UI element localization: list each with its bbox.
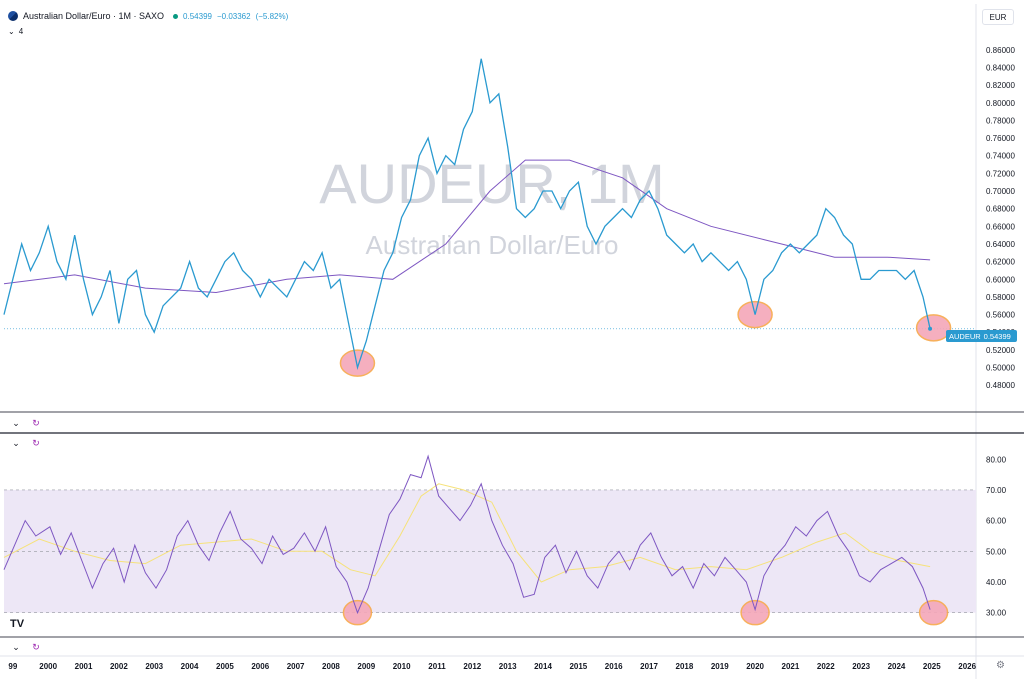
symbol-logo-icon [8,11,18,21]
time-axis-tick: 2023 [852,662,870,671]
time-axis-tick: 2011 [428,662,446,671]
indicators-toggle[interactable]: ⌄ 4 [8,25,23,37]
time-axis-tick: 2016 [605,662,623,671]
symbol-title[interactable]: Australian Dollar/Euro · 1M · SAXO [23,11,165,21]
price-highlight-circle [915,314,952,342]
refresh-icon: ↻ [32,641,40,652]
time-axis-tick: 2005 [216,662,234,671]
time-axis-tick: 2012 [463,662,481,671]
rsi-axis-tick: 40.00 [986,578,1007,587]
time-axis-tick: 2006 [251,662,269,671]
refresh-icon: ↻ [32,417,40,428]
price-axis-tick: 0.72000 [986,169,1015,178]
time-axis-tick: 2019 [711,662,729,671]
price-axis-tick: 0.82000 [986,81,1015,90]
time-axis-tick: 2026 [958,662,976,671]
time-axis-tick: 2021 [782,662,800,671]
watermark-name: Australian Dollar/Euro [366,230,619,260]
settings-gear-icon[interactable]: ⚙ [996,660,1005,671]
rsi-axis-tick: 60.00 [986,517,1007,526]
currency-selector[interactable]: EUR [982,9,1014,25]
rsi-axis-tick: 30.00 [986,609,1007,618]
price-axis-tick: 0.86000 [986,46,1015,55]
time-axis-tick: 2025 [923,662,941,671]
rsi-highlight-circle [740,599,770,626]
rsi-axis-tick: 50.00 [986,547,1007,556]
rsi-ma-line [3,483,931,583]
time-axis-tick: 2020 [746,662,764,671]
rsi-line [3,454,931,615]
time-axis-tick: 2008 [322,662,340,671]
sync-bottom-button[interactable]: ↻ [29,641,43,653]
time-axis-tick: 2015 [569,662,587,671]
price-axis-tick: 0.64000 [986,240,1015,249]
price-axis-tick: 0.62000 [986,258,1015,267]
price-axis-tick: 0.52000 [986,346,1015,355]
price-axis-tick: 0.78000 [986,116,1015,125]
price-axis-tick: 0.48000 [986,381,1015,390]
price-axis-tick: 0.68000 [986,205,1015,214]
watermark-symbol: AUDEUR, 1M [319,152,664,215]
time-axis-tick: 2014 [534,662,552,671]
price-axis-tick: 0.84000 [986,63,1015,72]
last-price-dot [928,326,933,331]
time-axis-tick: 2001 [75,662,93,671]
price-tag: AUDEUR 0.54399 [946,330,1017,342]
price-axis-tick: 0.56000 [986,311,1015,320]
price-axis-tick: 0.58000 [986,293,1015,302]
tradingview-logo-icon: TV [10,618,25,630]
time-axis-tick: 2024 [888,662,906,671]
indicator-count: 4 [18,26,24,36]
time-axis-tick: 2018 [676,662,694,671]
time-axis-tick: 2010 [393,662,411,671]
price-axis-tick: 0.50000 [986,364,1015,373]
market-status-dot-icon [173,13,179,19]
refresh-icon: ↻ [32,437,40,448]
price-axis-tick: 0.76000 [986,134,1015,143]
price-axis-tick: 0.74000 [986,152,1015,161]
chevron-down-icon: ⌄ [12,417,20,428]
collapse-rsi-button[interactable]: ⌄ [9,437,23,449]
rsi-highlight-circle [918,599,949,626]
price-change: −0.03362 [216,11,251,21]
price-line [3,58,931,371]
chart-header: Australian Dollar/Euro · 1M · SAXO 0.543… [8,9,288,23]
time-axis-tick: 2013 [499,662,517,671]
price-tag-value: 0.54399 [983,331,1011,341]
chevron-down-icon: ⌄ [12,641,20,652]
time-axis-tick: 99 [8,662,17,671]
price-tag-symbol: AUDEUR [949,331,981,341]
price-change-percent: (−5.82%) [255,11,289,21]
price-highlight-circle [339,349,376,377]
time-axis-tick: 2003 [145,662,163,671]
price-axis-tick: 0.80000 [986,99,1015,108]
collapse-bottom-button[interactable]: ⌄ [9,641,23,653]
price-axis-tick: 0.70000 [986,187,1015,196]
time-axis-tick: 2017 [640,662,658,671]
last-price: 0.54399 [183,11,212,21]
time-axis-tick: 2007 [287,662,305,671]
collapse-pane-button[interactable]: ⌄ [9,417,23,429]
chevron-down-icon: ⌄ [12,437,20,448]
rsi-axis-tick: 70.00 [986,486,1007,495]
time-axis-tick: 2004 [181,662,199,671]
time-axis-tick: 2009 [357,662,375,671]
sync-pane-button[interactable]: ↻ [29,417,43,429]
time-axis-tick: 2002 [110,662,128,671]
time-axis-tick: 2000 [39,662,57,671]
moving-average-line [3,159,931,294]
chevron-down-icon: ⌄ [8,26,15,36]
time-axis-tick: 2022 [817,662,835,671]
currency-label: EUR [989,12,1007,22]
price-axis-tick: 0.60000 [986,275,1015,284]
rsi-axis-tick: 80.00 [986,455,1007,464]
sync-rsi-button[interactable]: ↻ [29,437,43,449]
price-axis-tick: 0.66000 [986,222,1015,231]
